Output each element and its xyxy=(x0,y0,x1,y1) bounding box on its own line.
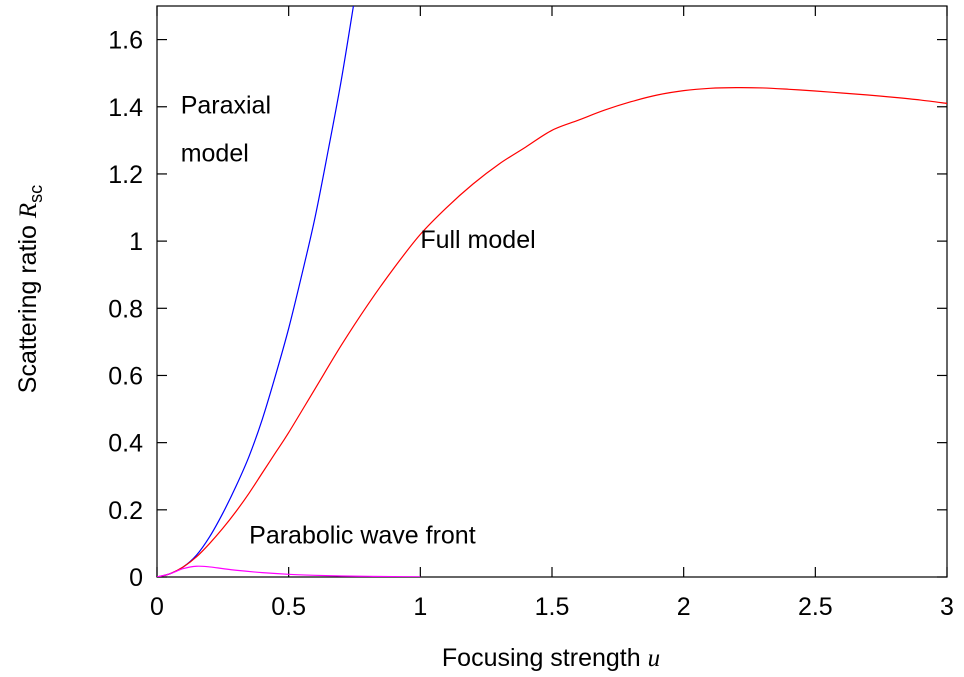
x-axis-title-var: u xyxy=(648,645,661,672)
y-axis-title: Scattering ratio Rsc xyxy=(14,185,46,393)
y-tick-label: 0.2 xyxy=(108,497,143,525)
parabolic-label: Parabolic wave front xyxy=(249,521,476,549)
series-line-parabolic xyxy=(157,565,421,577)
x-tick-label: 1.5 xyxy=(535,593,570,621)
x-tick-label: 3 xyxy=(940,593,954,621)
series-group xyxy=(157,6,947,577)
full-label: Full model xyxy=(420,226,535,254)
x-axis-title: Focusing strength u xyxy=(442,644,660,672)
y-tick-label: 1.2 xyxy=(108,161,143,189)
y-tick-label: 0.6 xyxy=(108,362,143,390)
series-line-paraxial xyxy=(157,6,355,577)
y-tick-label: 0 xyxy=(129,564,143,592)
y-tick-label: 0.4 xyxy=(108,430,143,458)
x-tick-label: 0 xyxy=(150,593,164,621)
tick-labels: 0 0.5 1 1.5 2 2.5 3 0 0.2 0.4 0.6 0.8 1 1.2 1.4 1.6 xyxy=(108,27,954,621)
y-axis-title-var: R xyxy=(15,203,42,219)
y-tick-label: 1.4 xyxy=(108,94,143,122)
x-tick-label: 0.5 xyxy=(271,593,306,621)
paraxial-label: model xyxy=(181,139,249,167)
x-tick-label: 1 xyxy=(413,593,427,621)
y-tick-label: 1 xyxy=(129,228,143,256)
x-tick-label: 2.5 xyxy=(798,593,833,621)
y-axis-title-sub: sc xyxy=(26,185,46,203)
paraxial-label: Paraxial xyxy=(181,91,271,119)
series-line-full xyxy=(157,87,947,577)
annotations: Paraxial model Full model Parabolic wave fr… xyxy=(181,91,536,549)
axis-ticks xyxy=(156,6,948,578)
y-axis-title-text: Scattering ratio xyxy=(14,218,42,393)
y-tick-label: 0.8 xyxy=(108,295,143,323)
y-tick-label: 1.6 xyxy=(108,27,143,55)
x-tick-label: 2 xyxy=(677,593,691,621)
x-axis-title-text: Focusing strength xyxy=(442,644,648,672)
